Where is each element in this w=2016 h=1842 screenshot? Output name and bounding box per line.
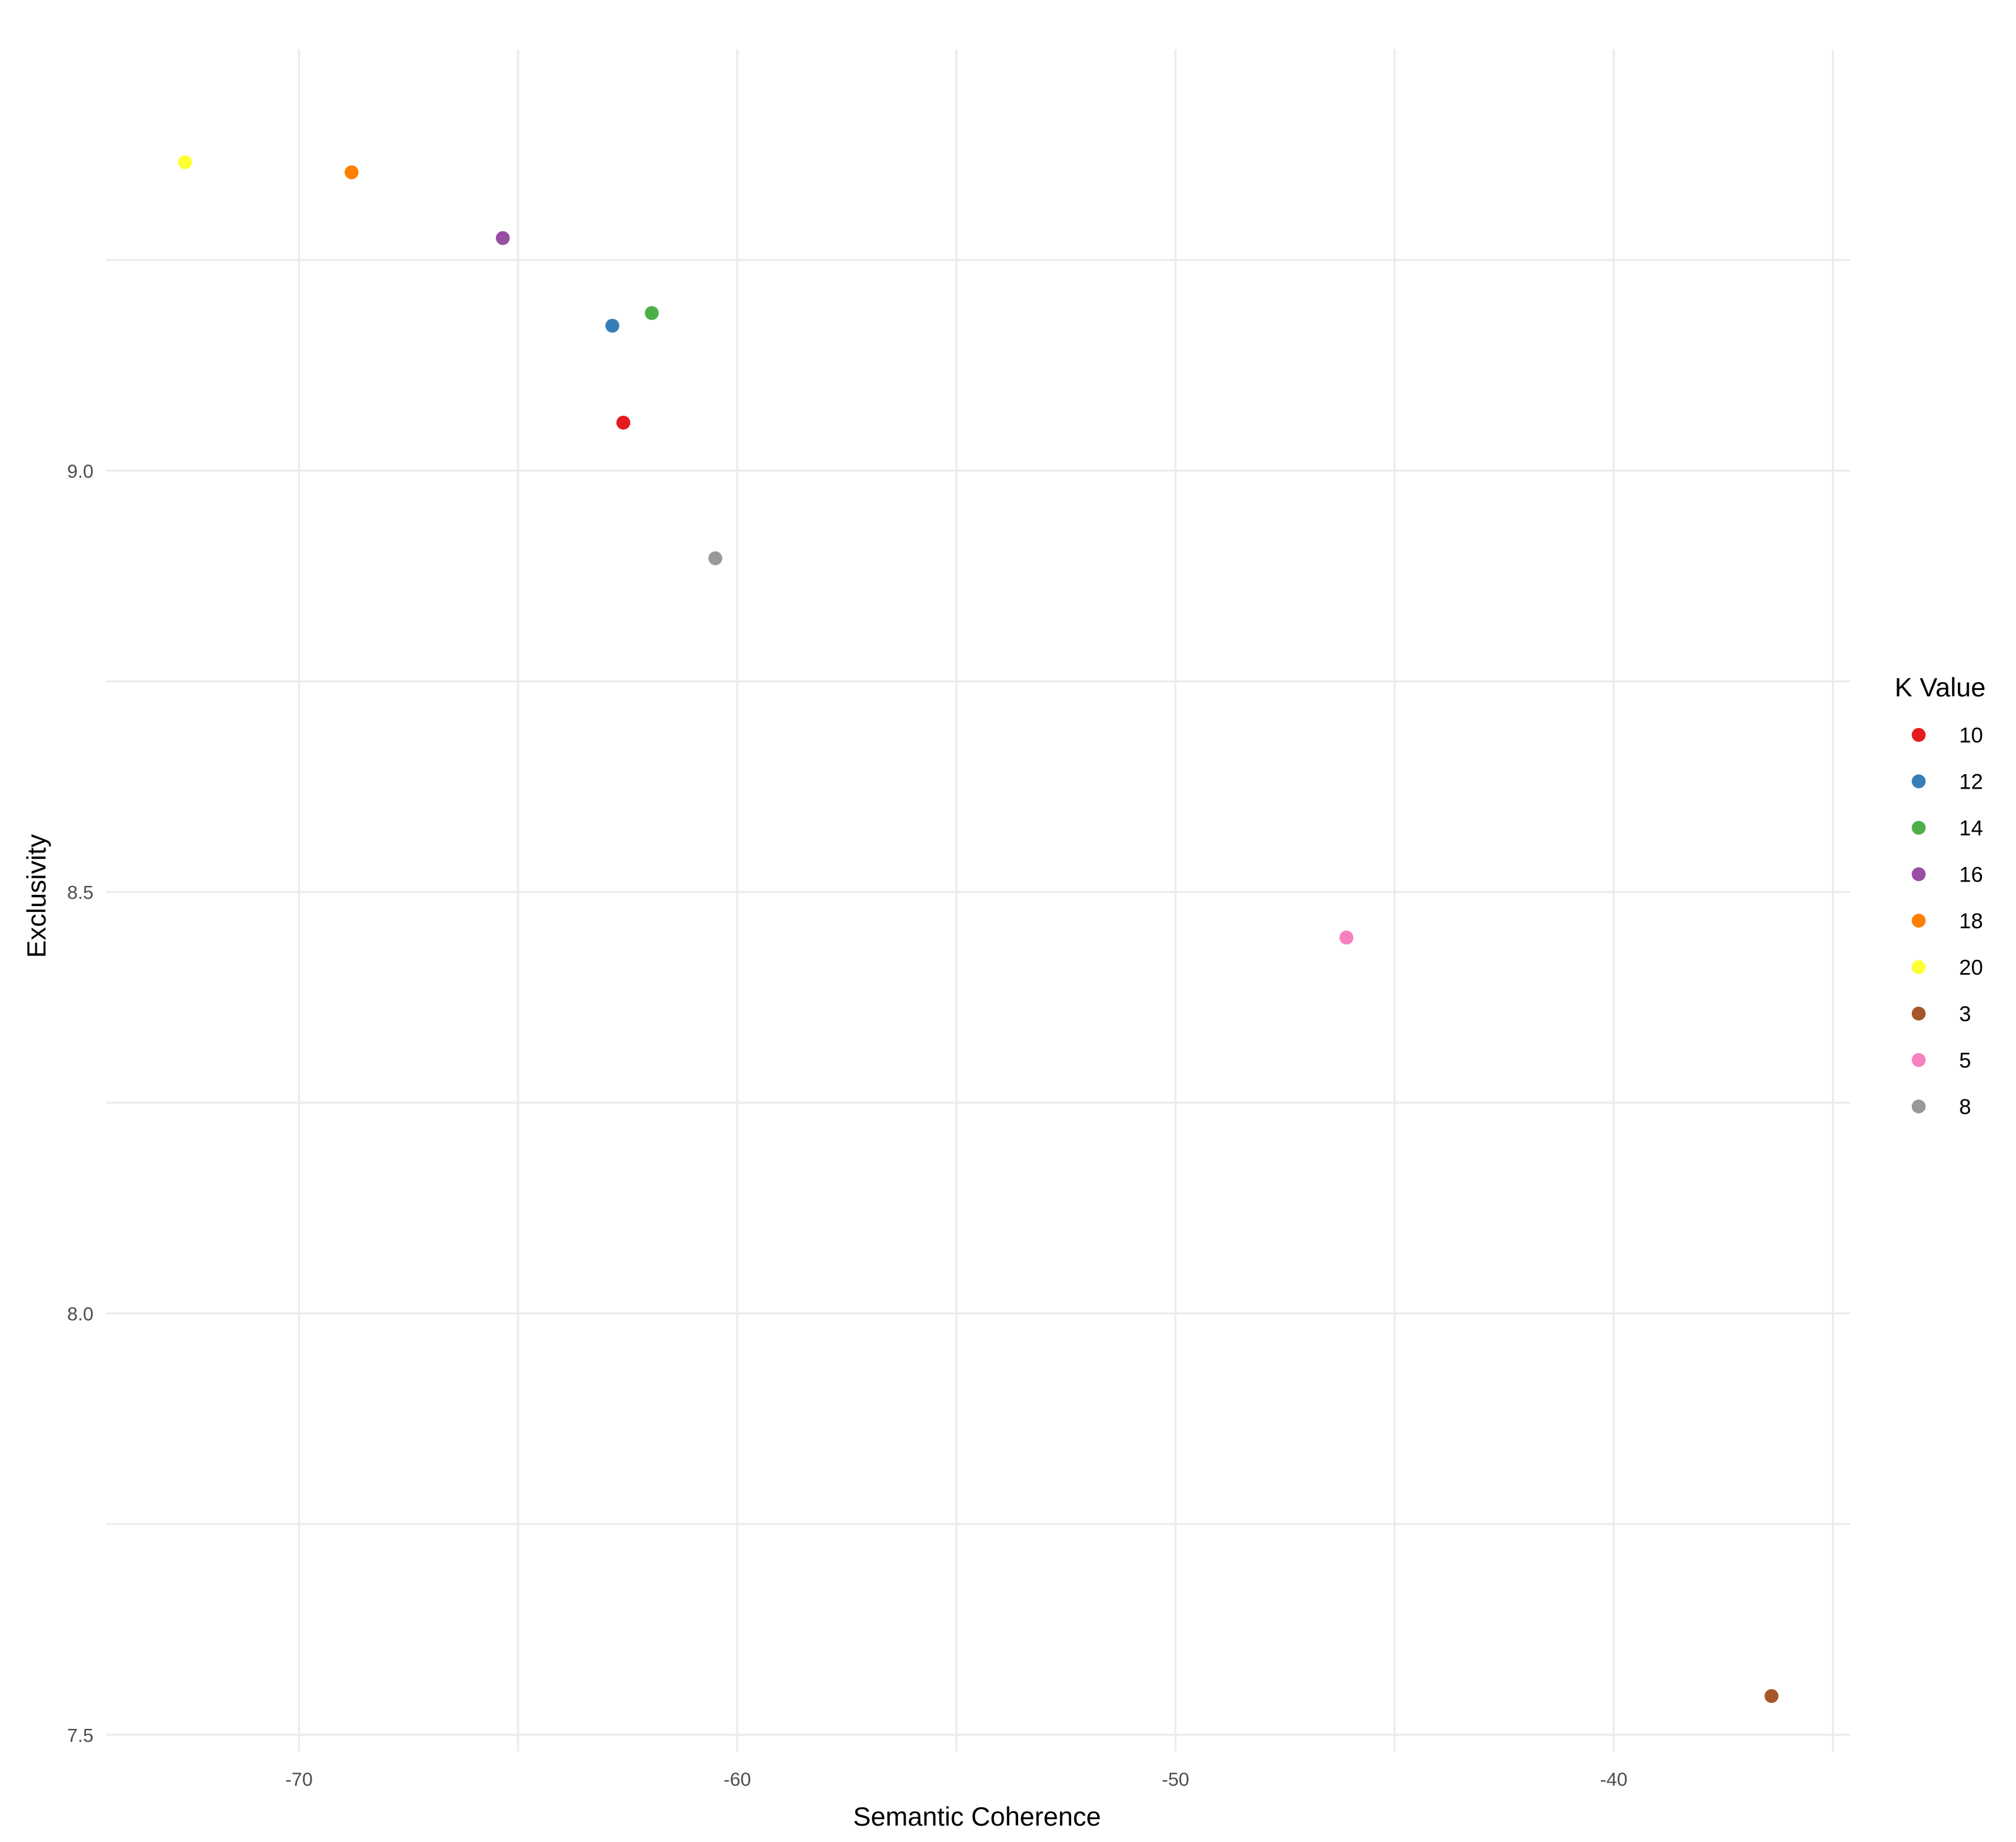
legend-key-k16: [1912, 867, 1926, 882]
grid: [106, 49, 1850, 1752]
y-tick-label: 7.5: [67, 1725, 94, 1746]
legend-key-k18: [1912, 914, 1926, 928]
legend-label-k18: 18: [1959, 909, 1983, 933]
data-point-k3: [1764, 1688, 1779, 1703]
x-axis-ticks: -70 -60 -50 -40: [285, 1769, 1627, 1790]
x-tick-label: -70: [285, 1769, 312, 1790]
legend-key-k5: [1912, 1053, 1926, 1067]
legend-key-k20: [1912, 960, 1926, 974]
legend-key-k8: [1912, 1100, 1926, 1113]
legend-key-k12: [1912, 774, 1926, 789]
legend-label-k14: 14: [1959, 816, 1983, 840]
legend-label-k5: 5: [1959, 1049, 1971, 1073]
x-tick-label: -50: [1162, 1769, 1189, 1790]
data-point-k20: [178, 155, 192, 169]
x-axis-title: Semantic Coherence: [853, 1802, 1101, 1831]
legend-key-k3: [1912, 1007, 1926, 1021]
data-point-k16: [495, 231, 510, 245]
y-tick-label: 9.0: [67, 461, 94, 482]
data-point-k10: [616, 415, 631, 430]
legend-label-k10: 10: [1959, 724, 1983, 748]
legend: K Value 10 12 14 16 18 20 3 5 8: [1895, 672, 1986, 1119]
legend-key-k10: [1912, 728, 1926, 742]
data-point-k8: [708, 551, 722, 566]
legend-items: 10 12 14 16 18 20 3 5 8: [1912, 724, 1983, 1119]
legend-key-k14: [1912, 821, 1926, 835]
x-tick-label: -40: [1600, 1769, 1627, 1790]
data-point-k5: [1339, 930, 1354, 945]
legend-label-k3: 3: [1959, 1002, 1971, 1026]
y-tick-label: 8.5: [67, 883, 94, 904]
legend-label-k12: 12: [1959, 770, 1983, 794]
legend-label-k16: 16: [1959, 863, 1983, 887]
y-tick-label: 8.0: [67, 1304, 94, 1324]
legend-label-k8: 8: [1959, 1095, 1971, 1119]
data-points: [178, 155, 1779, 1703]
legend-label-k20: 20: [1959, 956, 1983, 980]
legend-title: K Value: [1895, 672, 1986, 702]
x-tick-label: -60: [724, 1769, 751, 1790]
data-point-k14: [645, 306, 659, 320]
data-point-k18: [344, 165, 359, 179]
y-axis-title: Exclusivity: [21, 834, 51, 958]
data-point-k12: [605, 318, 619, 333]
y-axis-ticks: 7.5 8.0 8.5 9.0: [67, 461, 94, 1746]
